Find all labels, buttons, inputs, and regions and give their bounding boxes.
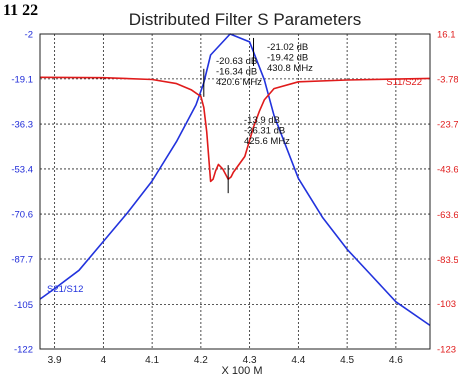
series-label: S11/S22 (386, 77, 422, 88)
marker-readout: 420.6 MHz (216, 77, 262, 88)
series-line-s21-s12 (39, 33, 431, 327)
left-tick-label: -105 (14, 300, 33, 311)
plot-background (40, 34, 430, 349)
marker-readout: 425.6 MHz (244, 136, 290, 147)
left-tick-label: -36.3 (11, 120, 33, 131)
marker-readout: -36.31 dB (244, 126, 285, 137)
series-label: S21/S12 (47, 284, 83, 295)
corner-caption: 11 22 (3, 2, 38, 19)
marker-readout: -21.02 dB (267, 42, 308, 53)
left-tick-label: -2 (25, 30, 33, 41)
left-tick-label: -122 (14, 345, 33, 356)
right-tick-label: 16.1 (437, 30, 456, 41)
x-tick-label: 4.4 (291, 355, 305, 366)
left-tick-label: -70.6 (11, 210, 33, 221)
series-line-s11-s22 (39, 76, 431, 183)
left-tick-label: -53.4 (11, 164, 33, 175)
x-tick-label: 4.1 (145, 355, 159, 366)
marker-readout: -19.42 dB (267, 53, 308, 64)
x-tick-label: 4 (101, 355, 107, 366)
right-tick-label: -23.7 (437, 120, 458, 131)
right-tick-label: -103 (437, 299, 456, 310)
plot-frame (39, 33, 431, 350)
x-tick-label: 4.2 (194, 355, 208, 366)
axes: 3.9 4 4.1 4.2 4.3 4.4 4.5 4.6 -2 -19.1 -36.3 -53.4 -… (11, 30, 458, 367)
marker-readout: -16.34 dB (216, 67, 257, 78)
marker-readout: -20.63 dB (216, 56, 257, 67)
chart-title: Distributed Filter S Parameters (129, 10, 361, 29)
left-tick-label: -87.7 (11, 254, 33, 265)
series-layer: S21/S12 S11/S22 (39, 33, 431, 327)
left-tick-label: -19.1 (11, 74, 33, 85)
x-tick-label: 3.9 (48, 355, 62, 366)
right-tick-label: -3.78 (437, 75, 458, 86)
x-tick-label: 4.5 (340, 355, 354, 366)
x-tick-label: 4.3 (243, 355, 257, 366)
x-axis-label: X 100 M (222, 365, 263, 377)
right-tick-label: -63.6 (437, 210, 458, 221)
right-tick-label: -123 (437, 345, 456, 356)
right-tick-label: -43.6 (437, 165, 458, 176)
right-tick-label: -83.5 (437, 255, 458, 266)
plot-area (40, 34, 430, 349)
marker-readout: -13.9 dB (244, 115, 280, 126)
marker-readout: 430.8 MHz (267, 63, 313, 74)
x-tick-label: 4.6 (389, 355, 403, 366)
